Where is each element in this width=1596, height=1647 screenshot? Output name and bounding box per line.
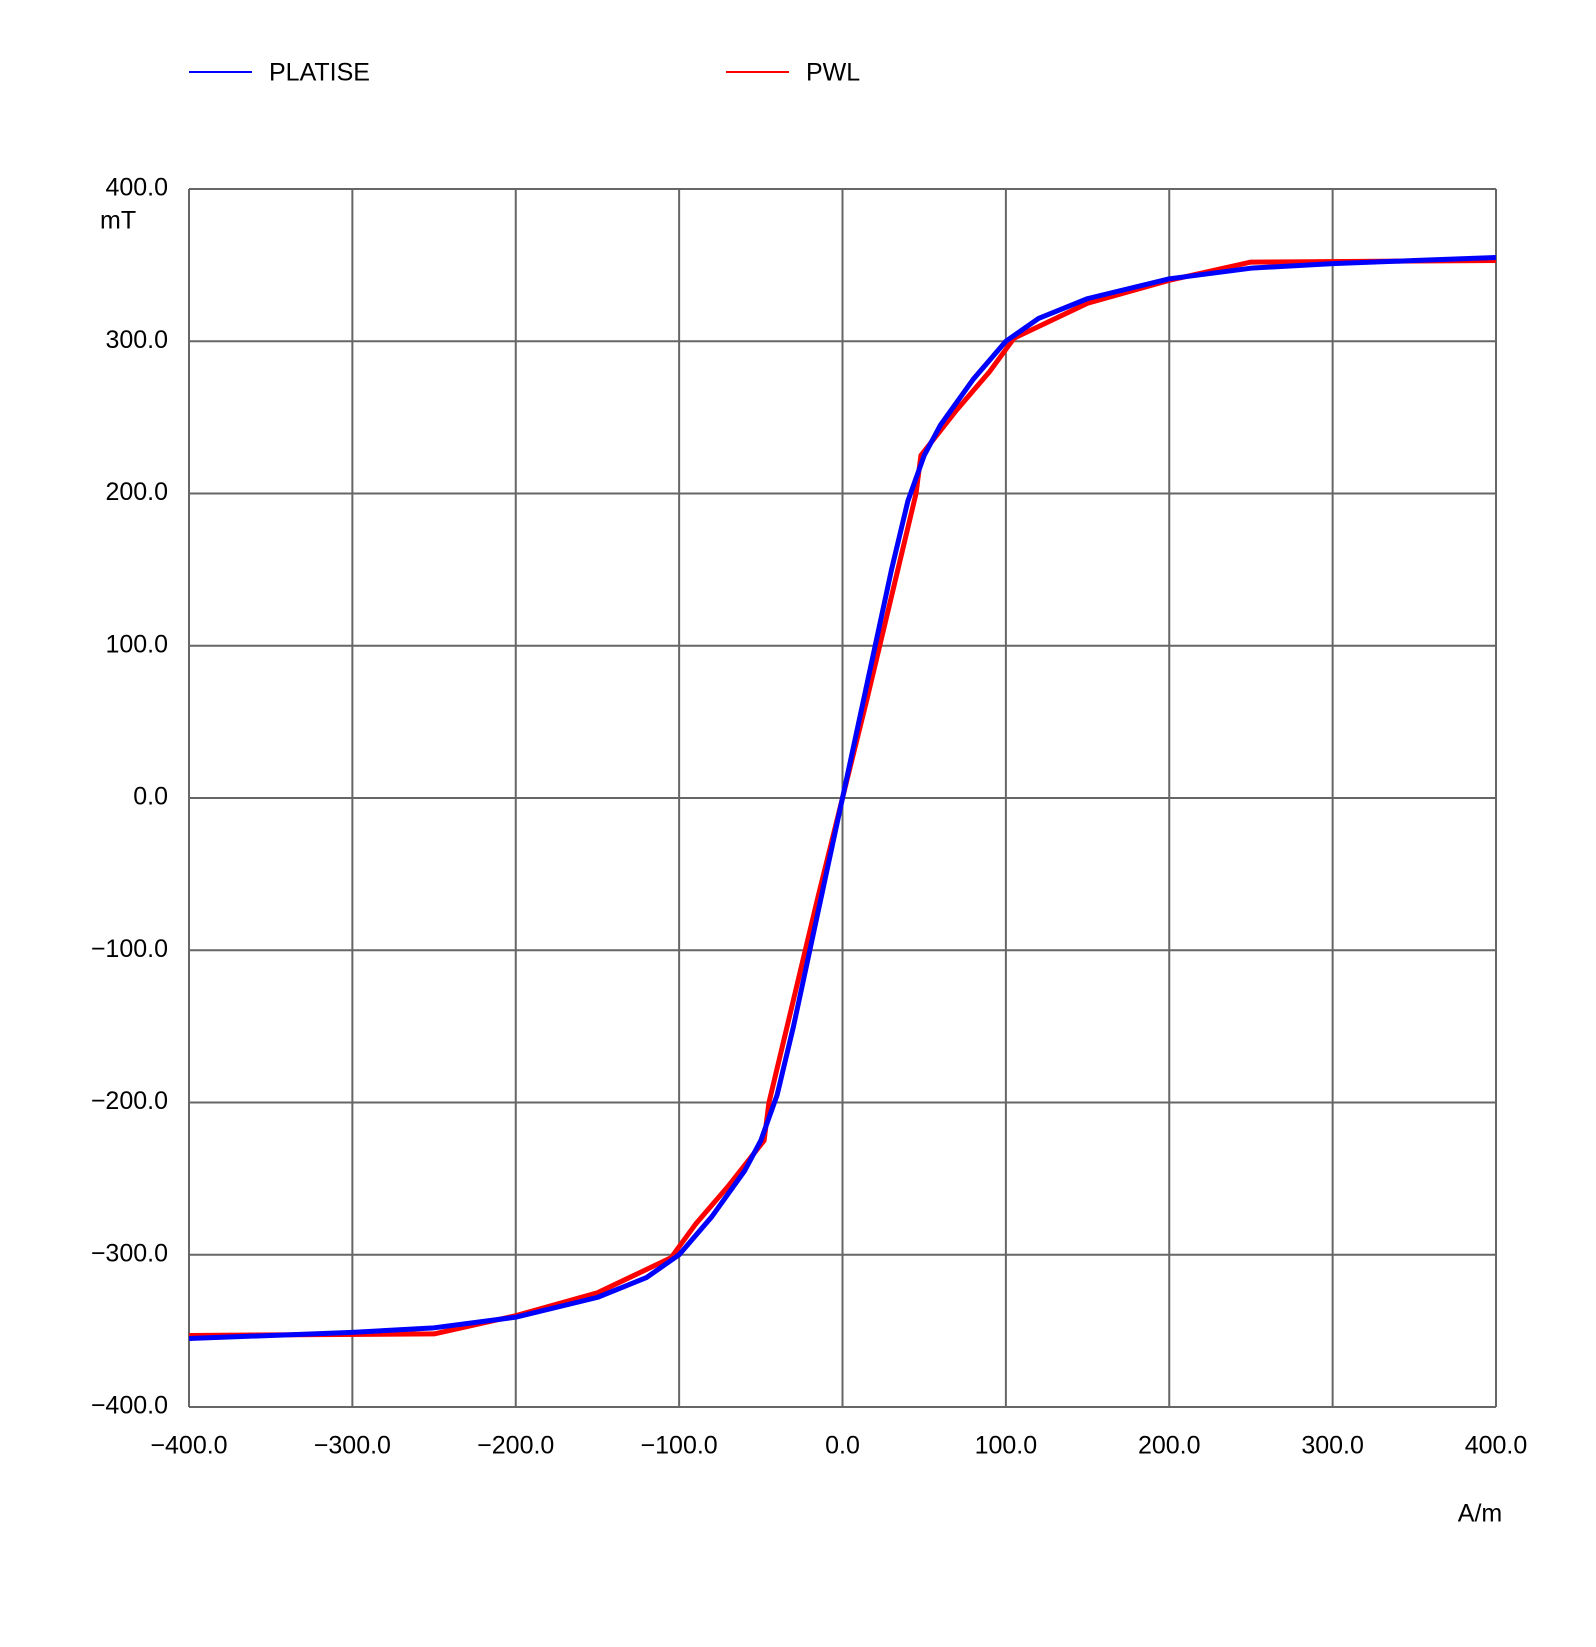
y-tick-label: −300.0 <box>91 1239 168 1267</box>
legend-label: PWL <box>806 59 860 87</box>
y-tick-label: 300.0 <box>105 326 168 354</box>
y-tick-label: 400.0 <box>105 174 168 202</box>
x-tick-label: −200.0 <box>477 1432 554 1460</box>
x-tick-label: 400.0 <box>1465 1432 1528 1460</box>
x-axis-label: A/m <box>1458 1500 1502 1528</box>
x-tick-label: −400.0 <box>150 1432 227 1460</box>
x-tick-label: 0.0 <box>825 1432 860 1460</box>
y-axis-label: mT <box>100 207 136 235</box>
series-line <box>188 255 1497 1341</box>
y-tick-label: −200.0 <box>91 1087 168 1115</box>
legend-label: PLATISE <box>269 59 370 87</box>
x-tick-label: −300.0 <box>314 1432 391 1460</box>
y-tick-label: −400.0 <box>91 1392 168 1420</box>
x-tick-label: 100.0 <box>975 1432 1038 1460</box>
x-tick-label: 300.0 <box>1301 1432 1364 1460</box>
x-tick-label: −100.0 <box>641 1432 718 1460</box>
y-tick-label: 100.0 <box>105 630 168 658</box>
y-tick-label: 200.0 <box>105 478 168 506</box>
y-tick-label: −100.0 <box>91 935 168 963</box>
x-tick-label: 200.0 <box>1138 1432 1201 1460</box>
y-tick-label: 0.0 <box>133 783 168 811</box>
